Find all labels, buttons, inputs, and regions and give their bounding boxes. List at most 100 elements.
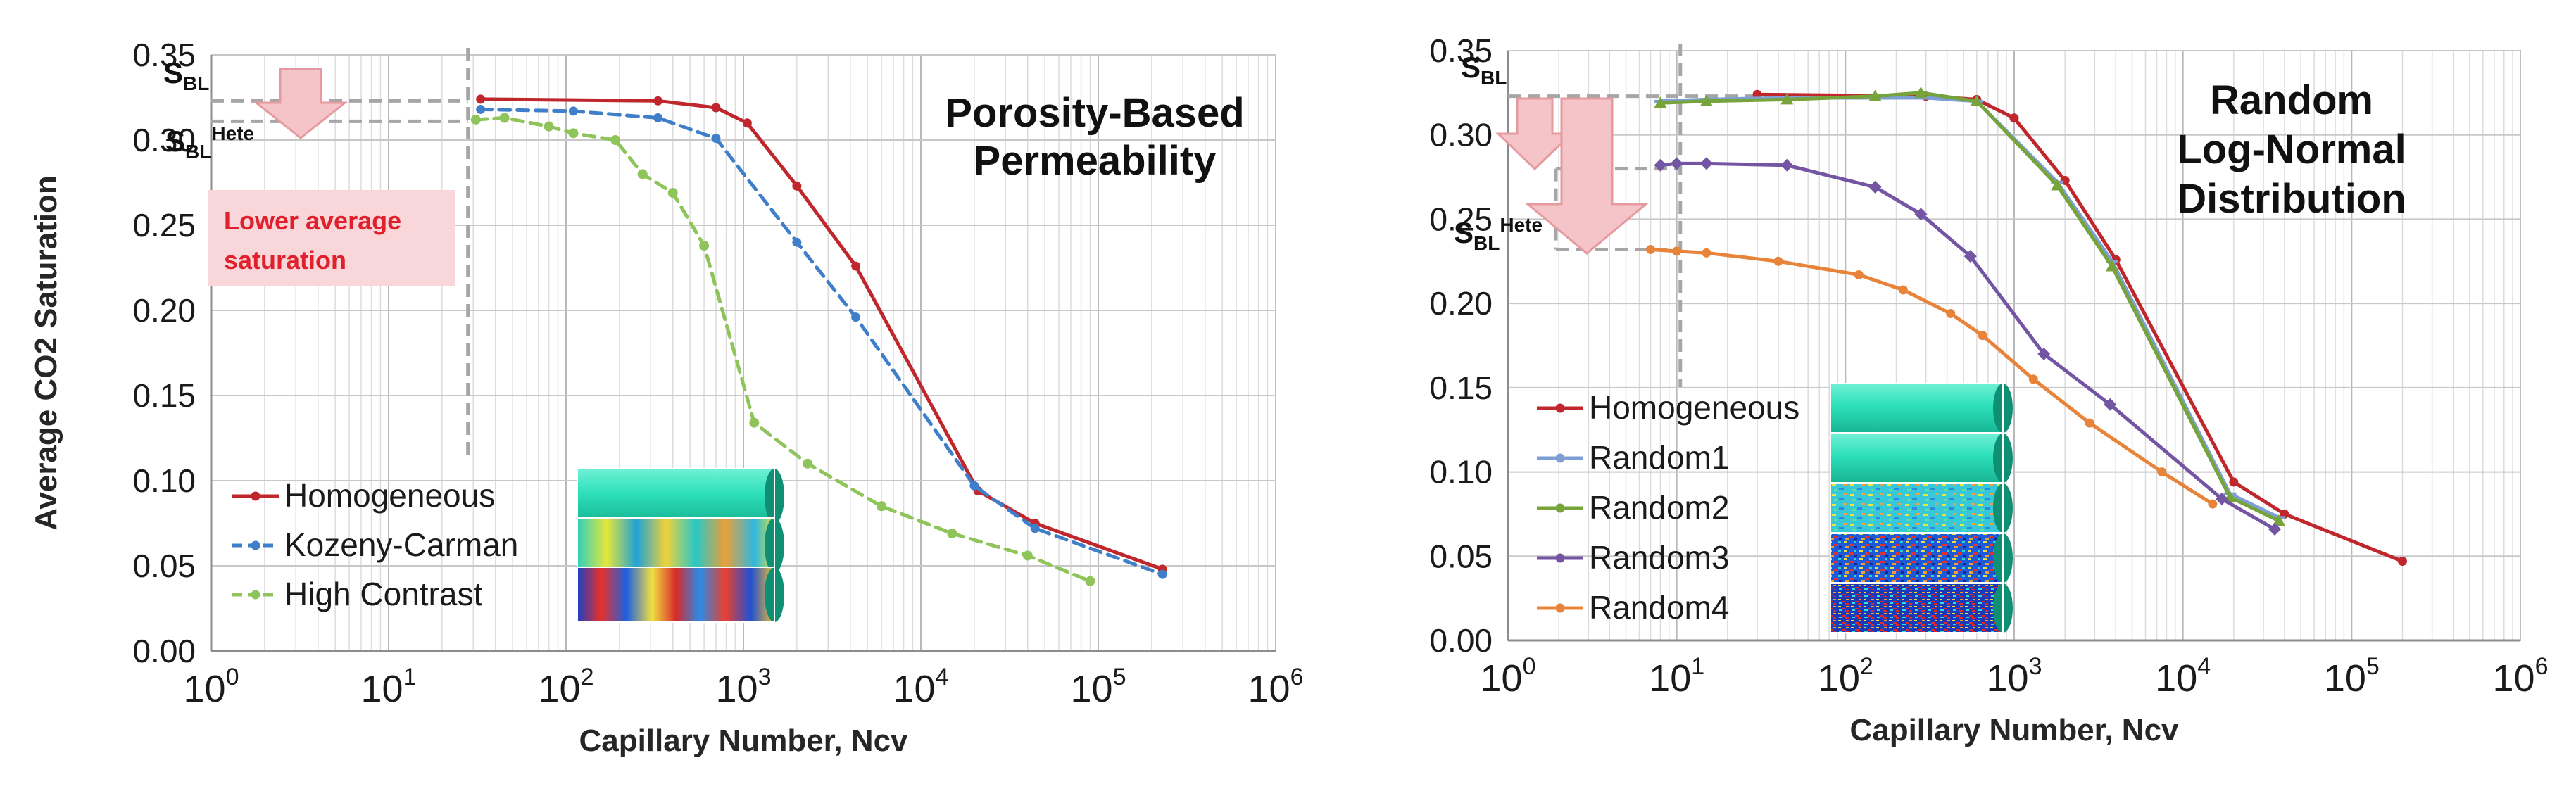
data-point-homogeneous <box>742 118 752 128</box>
right-x-tick-label: 105 <box>2324 653 2380 700</box>
data-point-high-contrast <box>1022 550 1033 561</box>
right-y-tick-label: 0.15 <box>1429 369 1493 406</box>
data-point-high-contrast <box>544 121 554 132</box>
right-x-tick-label: 100 <box>1481 653 1536 700</box>
legend-swatch-marker <box>1555 503 1565 513</box>
data-point-random3 <box>2037 347 2051 360</box>
data-point-random2 <box>2272 514 2285 526</box>
data-point-random3 <box>1914 208 1928 221</box>
right-series-random3 <box>1654 157 2282 536</box>
left-y-tick-label: 0.10 <box>132 462 196 499</box>
data-point-random4 <box>1646 245 1656 255</box>
data-point-random4 <box>1854 270 1864 279</box>
right-y-tick-label: 0.25 <box>1429 201 1493 237</box>
right-sample-cylinder-random2 <box>1830 483 2013 533</box>
data-point-kozeny-carman <box>476 104 486 114</box>
left-legend-entry-kozeny-carman: Kozeny-Carman <box>232 526 518 563</box>
legend-label: Random1 <box>1589 439 1729 476</box>
right-y-tick-label: 0.35 <box>1429 32 1493 69</box>
data-point-high-contrast <box>947 529 957 539</box>
right-legend-entry-random2: Random2 <box>1537 489 1729 526</box>
data-point-random4 <box>1702 248 1711 258</box>
data-point-high-contrast <box>877 501 887 512</box>
data-point-random2 <box>1780 93 1794 105</box>
data-point-random4 <box>1773 256 1783 266</box>
left-x-tick-label: 106 <box>1248 664 1304 710</box>
data-point-high-contrast <box>610 135 621 145</box>
data-point-random2 <box>1970 94 1983 106</box>
data-point-random3 <box>2104 398 2117 411</box>
cylinder-body <box>577 469 774 524</box>
series-line-random4 <box>1649 248 2215 506</box>
legend-label: Random2 <box>1589 489 1729 526</box>
data-point-random3 <box>1670 157 1683 170</box>
data-point-homogeneous <box>476 94 486 104</box>
right-chart-panel: 0.00 0.05 0.10 0.15 0.20 0.25 0.30 0.35 100 101 10… <box>1429 32 2548 747</box>
data-point-random2 <box>2105 260 2118 272</box>
data-point-high-contrast <box>470 114 481 125</box>
right-x-tick-label: 101 <box>1649 653 1704 700</box>
data-point-random4 <box>2085 418 2094 428</box>
data-point-random3 <box>1868 180 1882 194</box>
data-point-kozeny-carman <box>969 481 979 491</box>
left-x-tick-label: 101 <box>361 664 417 710</box>
left-x-axis-label: Capillary Number, Ncv <box>579 723 908 758</box>
data-point-random3 <box>1964 250 1977 263</box>
data-point-random2 <box>1914 86 1928 98</box>
cylinder-body <box>577 518 774 573</box>
data-point-high-contrast <box>637 169 648 179</box>
left-x-tick-label: 105 <box>1071 664 1126 710</box>
data-point-random3 <box>2215 492 2228 505</box>
right-sample-cylinder-homogeneous <box>1830 383 2013 434</box>
left-callout-text: Lower average <box>224 206 401 235</box>
legend-label: Random3 <box>1589 539 1729 576</box>
left-series-kozeny-carman <box>476 104 1167 579</box>
cylinder-body <box>1830 533 2003 583</box>
left-y-tick-label: 0.25 <box>132 207 196 244</box>
data-point-high-contrast <box>568 128 579 139</box>
right-x-tick-label: 103 <box>1987 653 2042 700</box>
legend-swatch-marker <box>251 540 260 550</box>
data-point-high-contrast <box>803 458 813 469</box>
right-x-tick-label: 102 <box>1818 653 1873 700</box>
data-point-random4 <box>2157 467 2167 477</box>
left-y-tick-label: 0.05 <box>132 548 196 584</box>
data-point-homogeneous <box>2397 556 2407 566</box>
left-y-tick-label: 0.35 <box>132 37 196 73</box>
data-point-kozeny-carman <box>1157 569 1167 579</box>
data-point-random3 <box>1780 158 1794 172</box>
data-point-random2 <box>1699 94 1713 106</box>
left-sbl-hete-label: SBLHete <box>165 122 254 163</box>
data-point-random4 <box>1946 309 1956 319</box>
data-point-kozeny-carman <box>711 134 721 144</box>
right-sample-cylinder-random3 <box>1830 533 2013 583</box>
left-series-homogeneous <box>476 94 1167 574</box>
data-point-homogeneous <box>2009 113 2019 123</box>
data-point-homogeneous <box>711 103 721 113</box>
left-series-high-contrast <box>470 113 1095 586</box>
left-chart-title-line: Porosity-Based <box>945 90 1244 136</box>
left-callout-box <box>208 190 455 286</box>
right-y-tick-label: 0.10 <box>1429 454 1493 491</box>
left-y-tick-label: 0.00 <box>132 633 196 669</box>
series-line-random2 <box>1658 91 2281 523</box>
right-y-tick-label: 0.30 <box>1429 117 1493 153</box>
left-x-tick-label: 102 <box>539 664 594 710</box>
right-large-down-arrow-icon <box>1524 97 1650 255</box>
right-legend-entry-random1: Random1 <box>1537 439 1729 476</box>
legend-label: High Contrast <box>284 576 482 612</box>
right-y-tick-label: 0.20 <box>1429 285 1493 322</box>
left-down-arrow-icon <box>253 68 348 139</box>
data-point-random4 <box>2208 499 2218 509</box>
data-point-kozeny-carman <box>653 113 663 123</box>
data-point-homogeneous <box>653 96 663 106</box>
data-point-homogeneous <box>2060 175 2070 185</box>
legend-swatch-marker <box>1555 453 1565 463</box>
left-sample-cylinder-high-contrast <box>577 567 784 623</box>
left-sbl-label: SBL <box>163 56 209 94</box>
left-x-tick-label: 104 <box>893 664 949 710</box>
cylinder-body <box>1830 483 2003 533</box>
data-point-homogeneous <box>851 261 861 271</box>
data-point-random3 <box>1699 157 1713 170</box>
legend-swatch-marker <box>1555 603 1565 613</box>
